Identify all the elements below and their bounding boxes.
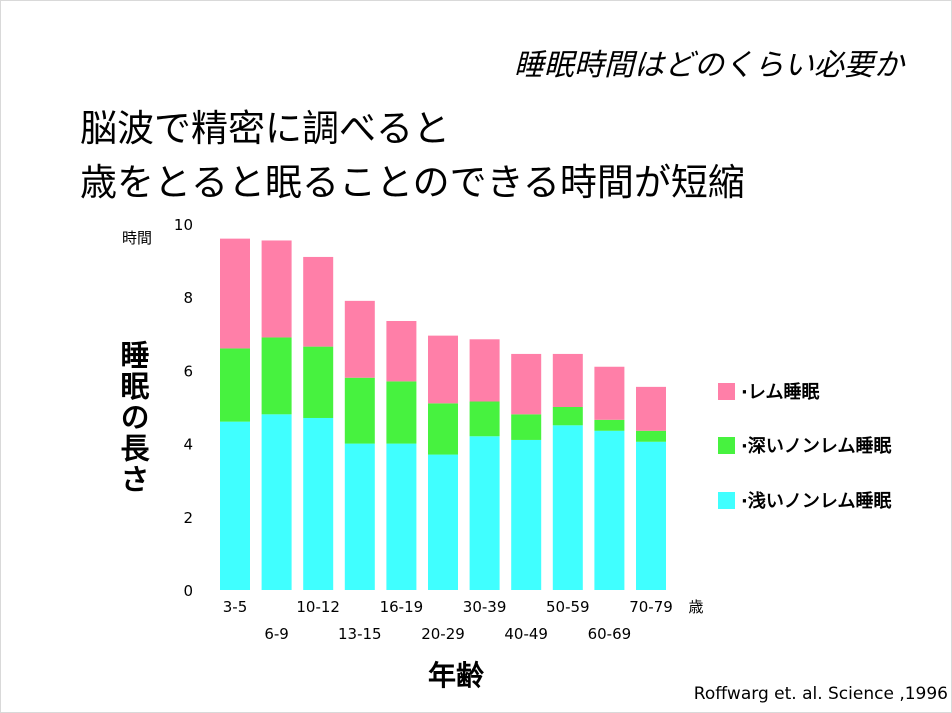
bar-segment-light-nonrem xyxy=(344,443,375,590)
bar-segment-rem xyxy=(428,335,458,404)
bar-segment-rem xyxy=(220,238,250,349)
bar-segment-deep-nonrem xyxy=(511,414,542,440)
bar-segment-deep-nonrem xyxy=(428,403,458,455)
x-tick-label: 50-59 xyxy=(546,598,590,616)
bar-segment-rem xyxy=(636,386,666,431)
bar-segment-rem xyxy=(594,366,625,420)
bar-segment-deep-nonrem xyxy=(594,419,625,431)
x-tick-label: 13-15 xyxy=(338,625,382,643)
x-tick-label: 3-5 xyxy=(223,598,248,616)
bar-segment-light-nonrem xyxy=(552,425,583,590)
bar-segment-deep-nonrem xyxy=(220,348,250,422)
x-tick-label: 60-69 xyxy=(588,625,632,643)
x-tick-label: 6-9 xyxy=(264,625,289,643)
legend-swatch-light-nonrem xyxy=(718,491,735,509)
x-tick-label: 16-19 xyxy=(380,598,424,616)
bar-segment-deep-nonrem xyxy=(303,346,334,418)
bar-segment-light-nonrem xyxy=(220,421,250,590)
bar-segment-light-nonrem xyxy=(303,417,334,590)
bar-segment-rem xyxy=(386,320,417,382)
x-tick-label: 10-12 xyxy=(296,598,340,616)
y-tick-label: 8 xyxy=(183,289,193,307)
bar-segment-deep-nonrem xyxy=(261,337,292,415)
x-tick-label: 30-39 xyxy=(463,598,507,616)
slide-title-line-1: 脳波で精密に調べると xyxy=(80,107,450,150)
bar-segment-light-nonrem xyxy=(469,436,500,590)
legend-item-deep-nonrem: ·深いノンレム睡眠 xyxy=(718,432,891,458)
legend-label-rem: ·レム睡眠 xyxy=(741,382,820,403)
y-axis-unit: 時間 xyxy=(122,229,153,247)
legend-item-rem: ·レム睡眠 xyxy=(718,378,819,404)
legend-label-deep-nonrem: ·深いノンレム睡眠 xyxy=(741,436,892,457)
bar-segment-rem xyxy=(261,240,292,338)
bar-segment-deep-nonrem xyxy=(344,377,375,444)
bar-segment-rem xyxy=(469,339,500,402)
bar-segment-deep-nonrem xyxy=(636,430,666,442)
bar-segment-rem xyxy=(303,256,334,347)
bar-segment-rem xyxy=(552,353,583,407)
bar-segment-light-nonrem xyxy=(594,430,625,590)
slide-title-line-2: 歳をとると眠ることのできる時間が短縮 xyxy=(80,161,745,204)
y-tick-label: 4 xyxy=(183,436,193,454)
bar-segment-deep-nonrem xyxy=(469,401,500,437)
y-axis-label: 睡眠の長さ xyxy=(116,340,150,495)
citation: Roffwarg et. al. Science ,1996 xyxy=(693,684,948,704)
legend-swatch-deep-nonrem xyxy=(718,436,735,454)
y-tick-label: 10 xyxy=(174,216,193,234)
legend-swatch-rem xyxy=(718,382,735,400)
x-axis-label: 年齢 xyxy=(428,659,485,692)
bar-segment-light-nonrem xyxy=(511,439,542,590)
bar-segment-deep-nonrem xyxy=(552,407,583,426)
slide-subtitle: 睡眠時間はどのくらい必要か xyxy=(514,48,904,83)
bar-segment-light-nonrem xyxy=(261,414,292,590)
bar-segment-rem xyxy=(511,353,542,415)
x-tick-label: 40-49 xyxy=(504,625,548,643)
x-axis-unit: 歳 xyxy=(688,598,703,616)
bar-segment-deep-nonrem xyxy=(386,381,417,444)
y-tick-label: 0 xyxy=(183,582,193,600)
bar-segment-light-nonrem xyxy=(386,443,417,590)
x-tick-label: 20-29 xyxy=(421,625,465,643)
legend-label-light-nonrem: ·浅いノンレム睡眠 xyxy=(741,491,892,512)
y-tick-label: 2 xyxy=(183,509,193,527)
bar-segment-rem xyxy=(344,300,375,378)
bar-segment-light-nonrem xyxy=(428,454,458,590)
legend-item-light-nonrem: ·浅いノンレム睡眠 xyxy=(718,487,891,513)
x-tick-label: 70-79 xyxy=(629,598,673,616)
bar-segment-light-nonrem xyxy=(636,441,666,590)
y-tick-label: 6 xyxy=(183,362,193,380)
